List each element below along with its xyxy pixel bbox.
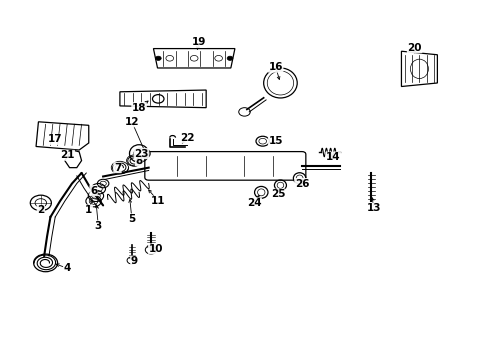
Text: 17: 17 — [48, 134, 62, 144]
Text: 20: 20 — [407, 43, 421, 53]
Text: 16: 16 — [268, 62, 283, 72]
Text: 1: 1 — [85, 205, 92, 215]
Text: 6: 6 — [90, 186, 97, 195]
Text: 12: 12 — [124, 117, 139, 127]
Text: 24: 24 — [246, 198, 261, 208]
Text: 26: 26 — [294, 179, 308, 189]
Text: 7: 7 — [114, 163, 121, 173]
Text: 5: 5 — [128, 214, 135, 224]
Text: 4: 4 — [63, 263, 71, 273]
Text: 14: 14 — [325, 152, 340, 162]
Text: 11: 11 — [151, 196, 165, 206]
Text: 23: 23 — [134, 149, 148, 158]
Text: 2: 2 — [37, 205, 44, 215]
Text: 19: 19 — [191, 37, 206, 48]
Text: 22: 22 — [180, 133, 194, 143]
Text: 10: 10 — [148, 244, 163, 254]
Circle shape — [155, 56, 161, 60]
Text: 8: 8 — [135, 156, 142, 166]
Text: 13: 13 — [366, 203, 380, 213]
Text: 25: 25 — [270, 189, 285, 199]
Text: 18: 18 — [132, 103, 146, 113]
Circle shape — [227, 56, 232, 60]
Text: 15: 15 — [268, 136, 283, 146]
Text: 9: 9 — [130, 256, 138, 266]
Text: 21: 21 — [60, 150, 74, 160]
Text: 3: 3 — [95, 221, 102, 231]
